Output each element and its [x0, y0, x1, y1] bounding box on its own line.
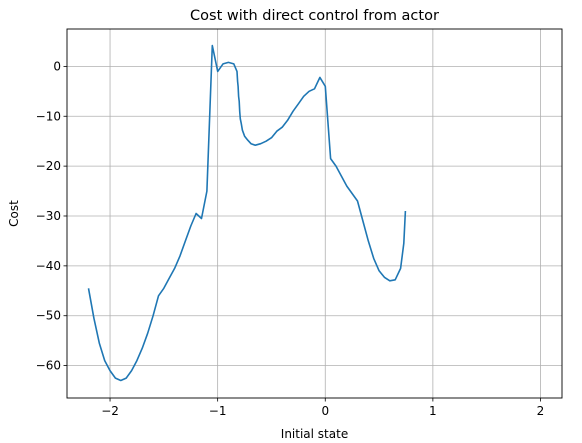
y-tick-label: −30: [36, 209, 61, 223]
y-tick-label: −50: [36, 309, 61, 323]
x-tick-label: 2: [537, 404, 545, 418]
series-layer: [87, 44, 407, 382]
chart-title: Cost with direct control from actor: [190, 8, 439, 24]
ticks: −2 −1 0 1 20−10−20−30−40−50−60: [36, 59, 545, 418]
y-tick-label: 0: [53, 59, 61, 73]
y-axis-label: Cost: [7, 200, 21, 227]
series-line-cost: [87, 44, 407, 382]
x-tick-label: 1: [429, 404, 437, 418]
plot-area-frame: [66, 28, 563, 399]
x-tick-label: −2: [101, 404, 119, 418]
x-tick-label: −1: [209, 404, 227, 418]
y-tick-label: −10: [36, 109, 61, 123]
x-axis-label: Initial state: [281, 427, 348, 441]
y-tick-label: −60: [36, 359, 61, 373]
y-tick-label: −40: [36, 259, 61, 273]
y-tick-label: −20: [36, 159, 61, 173]
x-tick-label: 0: [321, 404, 329, 418]
